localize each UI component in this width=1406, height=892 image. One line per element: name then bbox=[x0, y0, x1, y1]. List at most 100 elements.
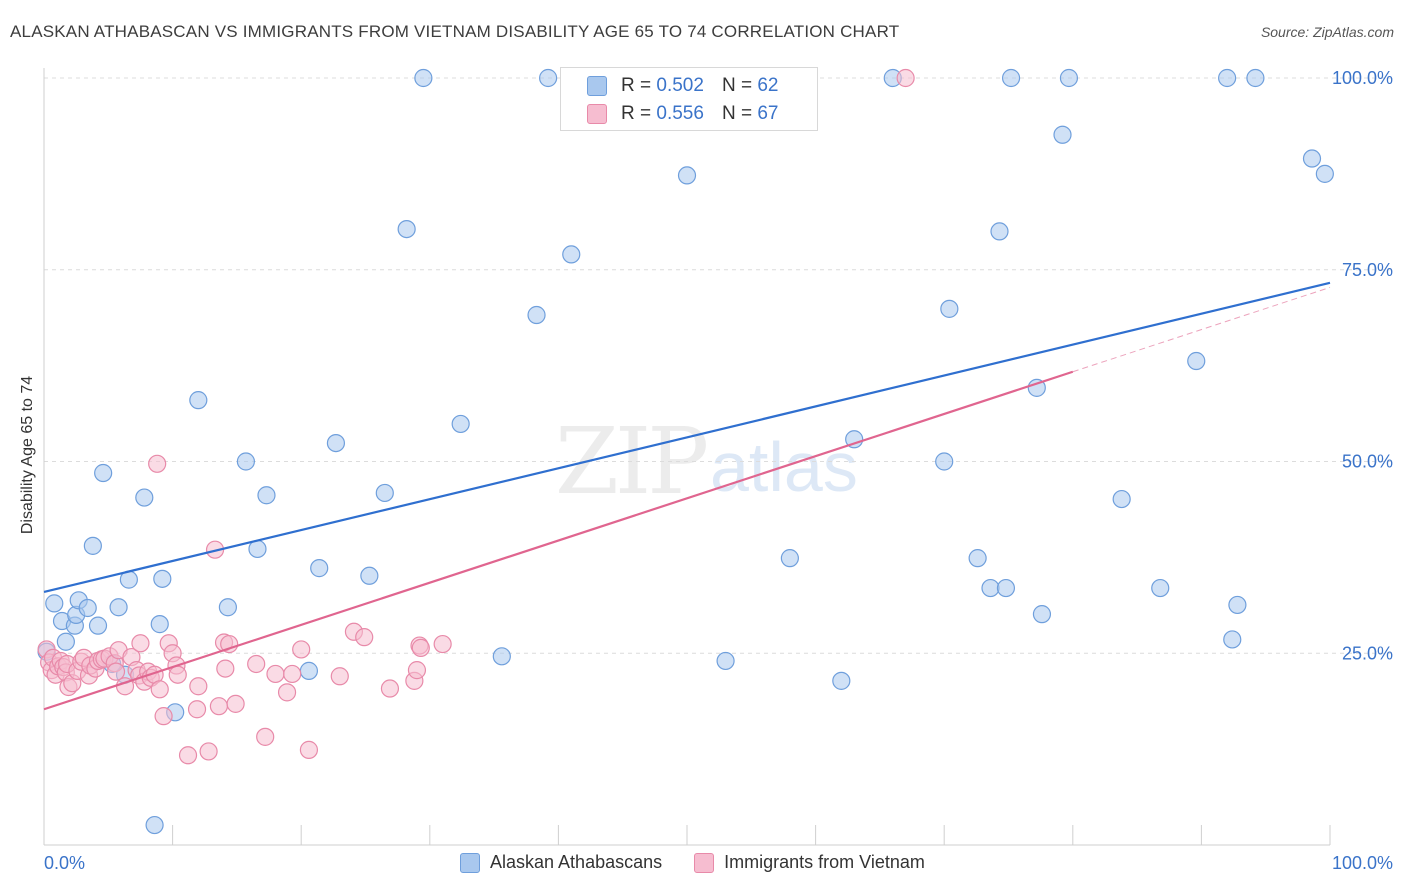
trend-line-extension bbox=[1072, 286, 1331, 373]
trend-line bbox=[43, 370, 1074, 711]
data-point bbox=[981, 578, 1000, 598]
data-point bbox=[277, 683, 297, 702]
data-point bbox=[355, 628, 374, 647]
data-point bbox=[996, 578, 1016, 598]
r-value: 0.556 bbox=[656, 103, 704, 124]
data-point bbox=[539, 68, 558, 88]
n-value: 62 bbox=[757, 75, 779, 96]
series-legend: Alaskan Athabascans Immigrants from Viet… bbox=[460, 852, 957, 873]
data-point bbox=[236, 452, 256, 471]
chart-title: ALASKAN ATHABASCAN VS IMMIGRANTS FROM VI… bbox=[10, 22, 900, 41]
data-point bbox=[360, 566, 379, 585]
data-point bbox=[527, 305, 546, 325]
y-tick-label: 25.0% bbox=[1342, 643, 1393, 663]
data-point bbox=[380, 679, 400, 698]
tick-labels: 25.0% 50.0% 75.0% 100.0% 0.0% 100.0% bbox=[44, 68, 1393, 873]
data-point bbox=[562, 245, 581, 264]
source-label: Source: ZipAtlas.com bbox=[1260, 24, 1394, 40]
data-point bbox=[896, 68, 915, 88]
data-point bbox=[83, 536, 102, 555]
data-point bbox=[299, 661, 319, 680]
data-point bbox=[154, 707, 173, 726]
trend-line bbox=[43, 281, 1331, 593]
series-alaskan-athabascans bbox=[37, 68, 1334, 835]
data-point bbox=[178, 746, 198, 765]
data-point bbox=[433, 634, 452, 654]
data-point bbox=[1151, 578, 1170, 598]
data-point bbox=[153, 569, 172, 588]
data-point bbox=[145, 815, 164, 835]
data-point bbox=[109, 598, 128, 617]
data-point bbox=[226, 694, 245, 713]
data-point bbox=[1001, 68, 1021, 88]
data-point bbox=[990, 222, 1009, 241]
data-point bbox=[832, 671, 851, 690]
data-point bbox=[397, 219, 416, 239]
r-label: R = bbox=[621, 75, 652, 96]
data-point bbox=[1223, 630, 1242, 649]
data-point bbox=[1228, 595, 1247, 615]
data-point bbox=[94, 463, 113, 483]
data-point bbox=[187, 700, 207, 719]
data-point bbox=[414, 68, 433, 88]
y-axis-label: Disability Age 65 to 74 bbox=[19, 375, 36, 535]
data-point bbox=[1112, 489, 1131, 509]
data-point bbox=[1246, 68, 1265, 88]
data-point bbox=[283, 664, 302, 684]
data-point bbox=[148, 454, 167, 473]
trend-lines bbox=[43, 281, 1331, 711]
data-point bbox=[299, 740, 319, 759]
data-point bbox=[451, 414, 470, 434]
data-point bbox=[150, 680, 169, 699]
data-point bbox=[677, 166, 697, 185]
stats-row-vietnam: R = 0.556 N = 67 bbox=[587, 102, 778, 126]
data-point bbox=[1059, 68, 1079, 88]
data-point bbox=[492, 647, 511, 666]
data-point bbox=[1053, 125, 1072, 144]
data-point bbox=[1027, 378, 1046, 397]
data-point bbox=[1187, 351, 1206, 371]
data-point bbox=[411, 638, 430, 657]
series-immigrants-from-vietnam bbox=[37, 68, 915, 765]
y-tick-label: 50.0% bbox=[1342, 452, 1393, 472]
data-point bbox=[1032, 605, 1052, 624]
legend-label: Alaskan Athabascans bbox=[490, 852, 663, 872]
data-point bbox=[220, 634, 239, 654]
legend-item-alaskan: Alaskan Athabascans bbox=[460, 852, 662, 873]
data-point bbox=[310, 559, 329, 578]
data-point bbox=[189, 391, 208, 410]
data-point bbox=[940, 299, 959, 318]
data-point bbox=[45, 594, 64, 613]
data-point bbox=[216, 659, 235, 678]
data-point bbox=[968, 549, 987, 568]
pink-swatch bbox=[694, 852, 715, 873]
data-point bbox=[168, 665, 187, 684]
stats-legend: R = 0.502 N = 62 R = 0.556 N = 67 bbox=[560, 67, 818, 131]
r-label: R = bbox=[621, 103, 652, 124]
blue-swatch bbox=[587, 76, 607, 96]
data-point bbox=[150, 615, 169, 634]
data-point bbox=[247, 654, 266, 674]
n-label: N = bbox=[721, 75, 753, 96]
legend-label: Immigrants from Vietnam bbox=[724, 852, 925, 872]
y-tick-label: 100.0% bbox=[1332, 68, 1393, 88]
data-point bbox=[1302, 149, 1322, 168]
n-label: N = bbox=[721, 103, 753, 124]
data-point bbox=[257, 486, 276, 505]
y-tick-label: 75.0% bbox=[1342, 260, 1393, 280]
data-point bbox=[131, 634, 150, 653]
pink-swatch bbox=[587, 104, 607, 124]
data-point bbox=[218, 598, 237, 617]
legend-item-vietnam: Immigrants from Vietnam bbox=[694, 852, 925, 873]
data-point bbox=[292, 640, 311, 659]
r-value: 0.502 bbox=[656, 75, 704, 96]
x-tick-label: 100.0% bbox=[1332, 853, 1393, 873]
data-point bbox=[845, 430, 864, 449]
data-point bbox=[256, 727, 275, 746]
data-point bbox=[106, 662, 126, 681]
data-point bbox=[266, 664, 285, 684]
axes bbox=[43, 68, 1331, 846]
data-point bbox=[209, 697, 228, 716]
data-point bbox=[326, 433, 346, 453]
